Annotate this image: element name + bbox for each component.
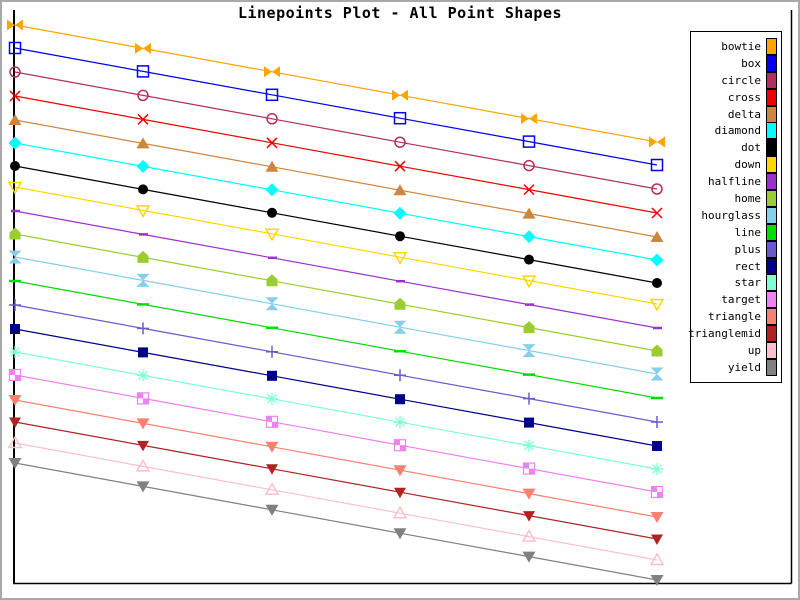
legend-label: rect	[734, 259, 762, 273]
legend-swatch	[766, 189, 777, 207]
series-down	[7, 181, 665, 312]
legend-swatch	[766, 88, 777, 106]
legend-label: plus	[734, 242, 762, 256]
series-trianglemid	[9, 417, 663, 545]
legend-swatch	[766, 139, 777, 157]
series-circle	[9, 66, 663, 195]
legend-item-down: down	[691, 156, 781, 174]
legend-label: dot	[741, 141, 761, 155]
series-star	[9, 346, 663, 475]
legend-swatch	[766, 173, 777, 191]
legend-swatch	[766, 341, 777, 359]
legend-label: hourglass	[701, 208, 761, 222]
series-hourglass	[8, 250, 664, 381]
legend-item-cross: cross	[691, 88, 781, 106]
legend-label: target	[721, 293, 761, 307]
series-rect	[10, 324, 662, 451]
legend-item-home: home	[691, 189, 781, 207]
legend-label: up	[747, 343, 761, 357]
legend-swatch	[766, 325, 777, 343]
legend-item-trianglemid: trianglemid	[688, 325, 781, 343]
legend-item-up: up	[691, 341, 781, 359]
series-halfline	[11, 209, 662, 330]
legend-label: yield	[727, 360, 761, 374]
legend-label: star	[734, 276, 762, 290]
series-target	[8, 368, 664, 499]
legend-label: delta	[727, 107, 761, 121]
series-diamond	[8, 136, 664, 267]
series-yield	[8, 458, 664, 586]
legend-item-bowtie: bowtie	[691, 37, 781, 55]
series-cross	[9, 90, 663, 219]
series-triangle	[8, 395, 664, 523]
legend-label: line	[734, 225, 762, 239]
legend-swatch	[766, 358, 777, 376]
legend-item-halfline: halfline	[691, 173, 781, 191]
legend-label: home	[734, 191, 762, 205]
series-home	[9, 227, 663, 357]
legend-item-yield: yield	[691, 358, 781, 376]
legend-item-star: star	[691, 274, 781, 292]
legend-item-target: target	[691, 291, 781, 309]
legend-item-plus: plus	[691, 240, 781, 258]
legend-swatch	[766, 105, 777, 123]
legend-item-dot: dot	[691, 139, 781, 157]
legend-item-triangle: triangle	[691, 308, 781, 326]
legend-item-diamond: diamond	[691, 122, 781, 140]
series-dot	[10, 161, 662, 288]
legend-item-circle: circle	[691, 71, 781, 89]
legend-label: triangle	[708, 310, 761, 324]
legend-swatch	[766, 274, 777, 292]
legend-swatch	[766, 156, 777, 174]
legend-swatch	[766, 257, 777, 275]
legend-label: box	[741, 56, 761, 70]
legend-label: trianglemid	[688, 327, 761, 341]
series-delta	[8, 114, 664, 242]
legend-item-delta: delta	[691, 105, 781, 123]
legend-item-line: line	[691, 223, 781, 241]
legend-item-box: box	[691, 54, 781, 72]
series-line	[9, 279, 663, 400]
legend-swatch	[766, 291, 777, 309]
legend-item-hourglass: hourglass	[691, 206, 781, 224]
legend-swatch	[766, 206, 777, 224]
legend-label: bowtie	[721, 39, 761, 53]
legend-swatch	[766, 37, 777, 55]
legend-box: bowtie box circle cross delta diamond dot down h…	[688, 31, 782, 383]
legend-label: circle	[721, 73, 761, 87]
legend-item-rect: rect	[691, 257, 781, 275]
legend-label: diamond	[714, 124, 761, 138]
legend-label: down	[734, 158, 762, 172]
legend-swatch	[766, 223, 777, 241]
legend-swatch	[766, 308, 777, 326]
legend-swatch	[766, 122, 777, 140]
series-plus	[9, 299, 663, 428]
legend-label: cross	[727, 90, 761, 104]
page-title: Linepoints Plot - All Point Shapes	[237, 4, 563, 22]
axes	[13, 10, 793, 585]
legend-swatch	[766, 240, 777, 258]
series-bowtie	[7, 19, 665, 148]
series-box	[8, 41, 664, 172]
legend-swatch	[766, 54, 777, 72]
legend-label: halfline	[708, 175, 761, 189]
series-up	[7, 435, 665, 566]
legend-swatch	[766, 71, 777, 89]
